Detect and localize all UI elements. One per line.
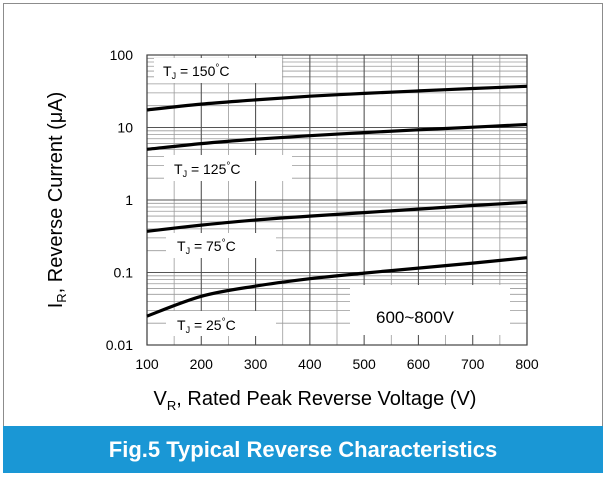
series-label-boxes [154, 58, 510, 336]
curve-tj25 [146, 256, 528, 318]
y-tick-labels: 0.01 0.1 1 10 100 [106, 47, 133, 353]
y-tick-label: 0.01 [106, 337, 133, 353]
label-box [164, 155, 292, 181]
series-label-tj75: TJ = 75°C [177, 238, 236, 256]
label-box [166, 311, 276, 336]
figure-caption-bar: Fig.5 Typical Reverse Characteristics [3, 426, 603, 473]
series-label-tj125: TJ = 125°C [174, 161, 241, 179]
plot-border [146, 54, 528, 346]
x-axis-label: VR, Rated Peak Reverse Voltage (V) [154, 388, 477, 413]
series-label-tj150: TJ = 150°C [163, 63, 230, 81]
x-tick-label: 600 [407, 356, 431, 372]
x-tick-label: 400 [298, 356, 322, 372]
label-box [166, 233, 276, 258]
curve-tj75 [146, 200, 528, 233]
x-tick-label: 200 [190, 356, 214, 372]
figure-caption: Fig.5 Typical Reverse Characteristics [108, 436, 498, 462]
x-tick-label: 300 [244, 356, 268, 372]
x-tick-label: 500 [352, 356, 376, 372]
label-box [154, 58, 282, 83]
x-tick-label: 100 [135, 356, 159, 372]
y-axis-label: IR, Reverse Current (μA) [45, 92, 69, 309]
x-tick-label: 700 [461, 356, 485, 372]
curve-tj150 [146, 84, 528, 112]
curve-tj125 [146, 122, 528, 151]
label-box [350, 285, 510, 335]
y-tick-label: 1 [125, 192, 133, 208]
x-tick-label: 800 [515, 356, 539, 372]
x-tick-labels: 100 200 300 400 500 600 700 800 [135, 356, 539, 372]
y-tick-label: 100 [110, 47, 134, 63]
series-label-tj25: TJ = 25°C [177, 317, 236, 335]
y-tick-label: 0.1 [114, 265, 134, 281]
voltage-range-annotation: 600~800V [376, 308, 455, 327]
series-curves [146, 84, 528, 318]
y-tick-label: 10 [117, 120, 133, 136]
